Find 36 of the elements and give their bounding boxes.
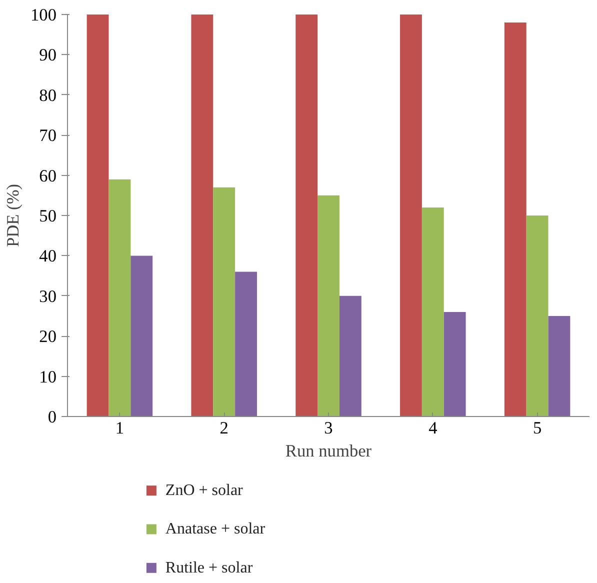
bar [444, 312, 466, 416]
bar [108, 179, 131, 416]
y-tick-label: 70 [39, 126, 56, 146]
bar [422, 207, 444, 416]
y-tick-label: 0 [48, 408, 57, 426]
bar [504, 22, 526, 416]
x-tick-label: 5 [532, 418, 542, 438]
x-tick-label: 4 [428, 418, 438, 438]
y-tick-label: 30 [39, 286, 56, 306]
bar [86, 14, 109, 416]
bar [213, 187, 236, 416]
y-tick-label: 40 [39, 246, 56, 266]
y-axis-title: PDE (%) [4, 184, 23, 248]
x-tick-label: 3 [324, 418, 333, 438]
x-tick-label: 1 [115, 418, 124, 438]
bar [400, 14, 422, 416]
bar [191, 14, 214, 416]
bar [130, 256, 153, 416]
bar [296, 14, 318, 416]
legend-label: Rutile + solar [165, 559, 254, 576]
y-tick-label: 50 [39, 206, 56, 226]
bar [548, 316, 570, 416]
y-tick-label: 90 [39, 46, 56, 65]
bar [235, 272, 257, 416]
legend-label: Anatase + solar [165, 520, 266, 538]
legend-label: ZnO + solar [165, 482, 244, 500]
x-tick-label: 2 [220, 418, 228, 438]
x-axis-title: Run number [285, 442, 372, 460]
y-tick-label: 20 [39, 327, 56, 346]
bar [526, 216, 548, 416]
y-tick-label: 100 [30, 6, 57, 24]
y-tick-label: 60 [39, 166, 56, 186]
bar [318, 195, 340, 416]
y-tick-label: 80 [39, 86, 56, 105]
y-tick-label: 10 [39, 367, 56, 386]
bar [339, 296, 362, 416]
